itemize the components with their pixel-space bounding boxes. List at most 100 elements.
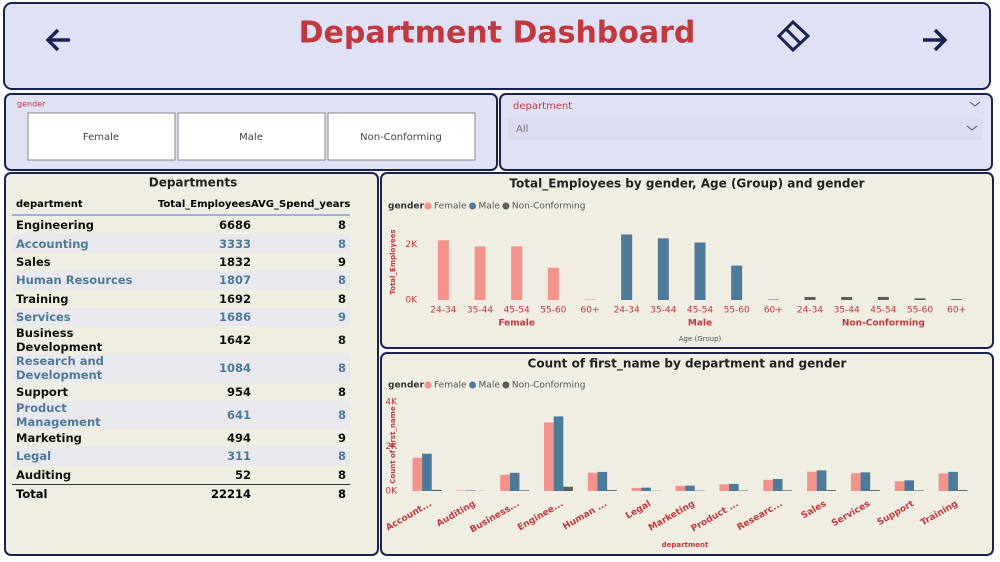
x-tick-label: 35-44 [650,306,676,316]
table-row: Support 954 8 [12,382,350,400]
bar [631,487,642,491]
table-cell: Accounting [16,236,89,251]
table-cell: 1084 [218,361,251,376]
forward-arrow[interactable] [923,28,948,52]
legend-label: Female [434,381,467,391]
bar [657,238,669,300]
slicer-option-label: Male [239,132,263,143]
slicer-option[interactable] [327,112,476,161]
table-row: Accounting 3333 8 [12,234,350,253]
table-cell: 6686 [218,218,251,233]
bar [587,472,598,491]
chart-title: Count of first_name by department and ge… [528,357,847,372]
table-row: Human Resources 1807 8 [12,271,350,290]
bar [543,422,554,491]
chevron[interactable] [966,125,978,131]
chevron[interactable] [969,101,981,107]
legend-label: Male [479,202,501,212]
table-cell: Sales [16,254,51,269]
table-cell: 311 [226,449,251,464]
x-tick-label: 60+ [764,306,783,316]
bar [675,485,686,491]
bar [694,242,706,300]
table-row: Legal 311 8 [12,447,350,466]
table-cell: 8 [337,467,346,482]
x-tick-label: 55-60 [907,306,933,316]
table-row: Marketing 494 9 [12,429,350,447]
bar [509,472,520,491]
table-cell: 8 [337,273,346,288]
bar [914,298,926,300]
legend-label: Female [434,202,467,212]
table-row: Research and Development 1084 8 [12,354,350,383]
table-cell: 1692 [218,291,251,306]
table-cell: Legal [16,449,52,464]
bar [850,473,861,491]
bar [511,246,523,300]
x-group-label: Female [498,319,535,329]
legend-swatch [469,381,477,389]
bar [894,481,905,491]
legend-label: Non-Conforming [512,381,586,391]
bar [584,299,596,300]
bar [816,470,827,491]
bar [685,485,695,491]
back-arrow[interactable] [45,28,70,52]
x-axis-title: department [662,541,709,549]
bar [877,296,889,300]
table-cell: 494 [226,430,251,445]
table-cell: 1686 [218,310,251,325]
legend-swatch [502,202,510,210]
table-cell: Auditing [16,467,72,482]
y-axis-title: Total_Employees [389,229,397,294]
bar [860,472,871,491]
table-row: Business Development 1642 8 [12,326,350,354]
bar [782,490,793,491]
slicer-option-label: Female [83,132,119,143]
table-cell: Support [16,384,69,399]
chart-title: Total_Employees by gender, Age (Group) a… [509,177,864,192]
bar [641,487,651,491]
slicer-option[interactable] [27,112,176,161]
legend-swatch [469,202,477,210]
bar [807,471,817,491]
table-total: Total 22214 8 [12,483,350,503]
table-cell: Marketing [16,430,82,445]
bar [729,483,739,491]
table-cell: Human Resources [16,273,133,288]
bar [437,240,449,300]
table-cell: 22214 [210,487,251,502]
bar [841,296,853,300]
column-header: Total_Employees [157,198,251,210]
bar [772,479,783,491]
bar [621,234,633,300]
x-tick-label: 35-44 [834,306,860,316]
slicer-option[interactable] [177,112,326,161]
table-cell: 8 [337,291,346,306]
table-row: Auditing 52 8 [12,466,350,484]
bar [870,490,880,491]
bar [519,490,530,491]
slicer-label: department [513,101,572,112]
x-tick-label: 24-34 [797,306,823,316]
table-row: Engineering 6686 8 [12,216,350,234]
legend-title: gender [388,202,425,212]
bar [951,299,963,300]
legend-label: Non-Conforming [512,202,586,212]
bar [763,479,773,491]
table-cell: Business Development [16,326,103,355]
table-cell: 3333 [218,236,251,251]
bar [719,484,730,491]
eraser-icon[interactable] [776,19,811,53]
table-cell: Services [16,310,71,325]
table-cell: 9 [337,310,346,325]
table-cell: 1642 [218,333,251,348]
y-tick-label: 0K [405,296,418,306]
x-tick-label: 60+ [947,306,966,316]
table-cell: 8 [337,333,346,348]
table-cell: 8 [337,361,346,376]
dropdown[interactable] [508,118,982,140]
table-cell: Total [16,487,48,502]
x-tick-label: 60+ [581,306,600,316]
